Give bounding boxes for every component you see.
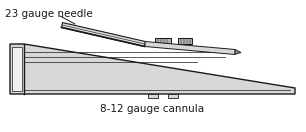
Polygon shape xyxy=(145,41,235,55)
Text: 23 gauge needle: 23 gauge needle xyxy=(5,9,93,19)
Polygon shape xyxy=(10,44,295,94)
Text: 8-12 gauge cannula: 8-12 gauge cannula xyxy=(100,104,204,114)
Bar xyxy=(155,38,171,44)
Bar xyxy=(148,94,158,98)
Bar xyxy=(168,94,178,98)
Polygon shape xyxy=(62,23,146,46)
Polygon shape xyxy=(12,47,22,91)
Polygon shape xyxy=(235,50,241,55)
Bar xyxy=(178,38,192,44)
